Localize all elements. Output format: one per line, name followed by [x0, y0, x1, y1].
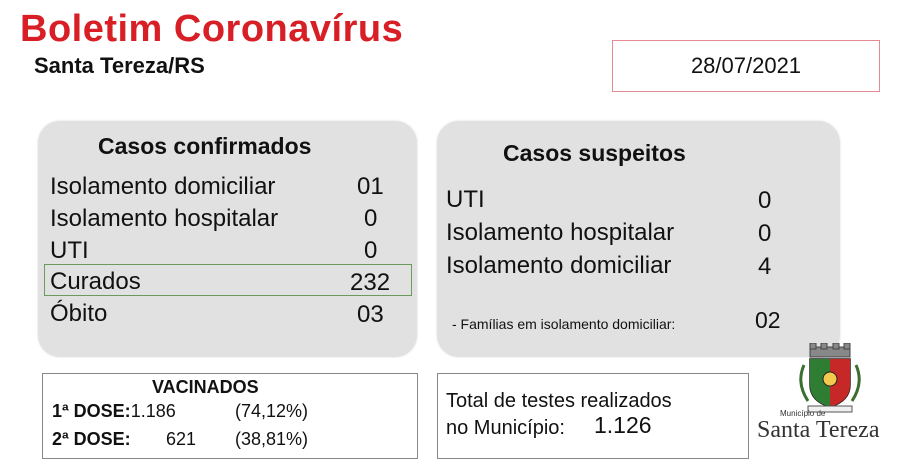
dose2-percent: (38,81%): [235, 429, 309, 449]
confirmed-row-label: Isolamento hospitalar: [50, 205, 279, 232]
confirmed-row-value: 232: [350, 269, 391, 296]
suspected-row-value: 4: [758, 253, 772, 280]
page-title: Boletim Coronavírus: [20, 8, 404, 50]
confirmed-cases-panel: [38, 121, 417, 357]
confirmed-row-value: 0: [364, 205, 378, 232]
confirmed-cases-title: Casos confirmados: [98, 133, 312, 159]
date-text: 28/07/2021: [690, 53, 802, 78]
dose1-value: 1.186: [130, 401, 176, 421]
dose2-label: 2ª DOSE:: [52, 429, 131, 449]
suspected-row-label: Isolamento hospitalar: [446, 219, 675, 246]
tests-line1: Total de testes realizados: [446, 390, 672, 412]
confirmed-row-value: 03: [357, 301, 384, 328]
coat-of-arms-icon: [799, 342, 861, 413]
vaccinated-title: VACINADOS: [152, 377, 259, 397]
suspected-row-value: 0: [758, 220, 772, 247]
page-subtitle: Santa Tereza/RS: [34, 53, 205, 78]
confirmed-row-label: UTI: [50, 237, 89, 264]
suspected-row-value: 0: [758, 187, 772, 214]
dose2-row: 2ª DOSE:: [52, 429, 131, 450]
confirmed-row-label: Óbito: [50, 300, 108, 327]
tests-value: 1.126: [594, 412, 652, 438]
vaccinated-box: [42, 373, 418, 459]
confirmed-row-label: Isolamento domiciliar: [50, 173, 276, 200]
suspected-row-label: UTI: [446, 186, 485, 213]
logo-small-caption: Município de: [780, 409, 826, 418]
date-box: 28/07/2021: [612, 40, 880, 92]
dose2-value: 621: [166, 429, 197, 449]
logo-caption: Santa Tereza: [757, 417, 880, 443]
confirmed-row-value: 01: [357, 173, 384, 200]
municipality-logo: Município de Santa Tereza: [754, 342, 898, 462]
suspected-row-label: Isolamento domiciliar: [446, 252, 672, 279]
dose1-percent: (74,12%): [235, 401, 309, 421]
tests-line2: no Município:: [446, 417, 565, 439]
cured-highlight-box: [44, 264, 412, 296]
suspected-cases-title: Casos suspeitos: [503, 140, 686, 166]
confirmed-row-value: 0: [364, 237, 378, 264]
tests-box: [437, 373, 749, 459]
dose1-row: 1ª DOSE:1.186: [52, 401, 176, 422]
suspected-cases-panel: [437, 121, 840, 357]
families-label: - Famílias em isolamento domiciliar:: [452, 316, 676, 332]
dose1-label: 1ª DOSE:: [52, 401, 131, 421]
confirmed-row-label: Curados: [50, 268, 141, 295]
families-value: 02: [755, 307, 781, 333]
